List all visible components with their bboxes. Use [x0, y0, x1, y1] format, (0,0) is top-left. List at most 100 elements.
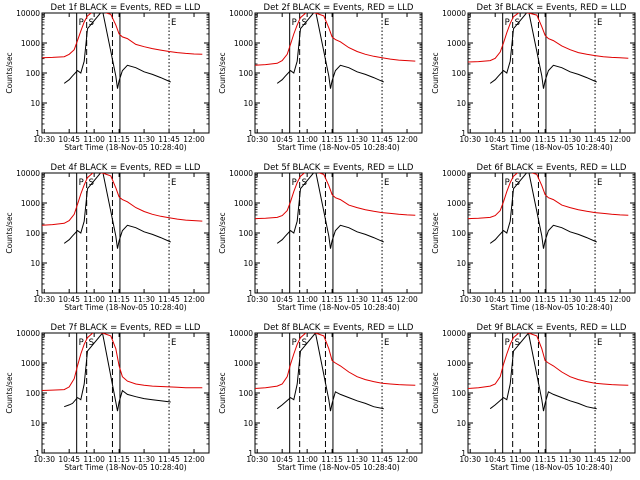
- interval-marker-label: P: [292, 178, 297, 188]
- y-tick-label: 10: [456, 259, 466, 268]
- interval-marker-label: P: [505, 338, 510, 348]
- y-axis-label: Counts/sec: [5, 372, 14, 413]
- panel-title: Det 3f BLACK = Events, RED = LLD: [477, 3, 627, 13]
- panel-4: Det 4f BLACK = Events, RED = LLD 1 10 100 10…: [5, 163, 210, 312]
- panel-title: Det 7f BLACK = Events, RED = LLD: [51, 323, 201, 333]
- lld-series-line: [255, 333, 416, 390]
- y-tick-label: 1000: [447, 39, 466, 48]
- x-tick-label: 11:30: [559, 455, 581, 464]
- plot-frame: [254, 172, 423, 294]
- interval-marker-label: E: [597, 18, 602, 28]
- interval-marker-label: P: [79, 18, 84, 28]
- events-series-line: [276, 173, 384, 249]
- events-series-line: [489, 13, 597, 89]
- y-tick-label: 1000: [21, 39, 40, 48]
- interval-marker-label: P: [79, 178, 84, 188]
- y-tick-label: 100: [239, 389, 254, 398]
- interval-marker-label: E: [171, 338, 176, 348]
- x-tick-label: 11:45: [584, 455, 606, 464]
- x-tick-label: 11:45: [371, 295, 393, 304]
- events-series-line: [489, 333, 597, 412]
- x-tick-label: 12:00: [609, 135, 631, 144]
- y-tick-label: 10: [30, 99, 40, 108]
- x-axis-label: Start Time (18-Nov-05 10:28:40): [490, 143, 612, 152]
- x-tick-label: 12:00: [609, 295, 631, 304]
- x-tick-label: 12:00: [396, 455, 418, 464]
- x-tick-label: 12:00: [396, 135, 418, 144]
- interval-marker-label: P: [79, 338, 84, 348]
- interval-marker-label: E: [597, 178, 602, 188]
- y-tick-label: 1: [461, 289, 466, 298]
- panel-6: Det 6f BLACK = Events, RED = LLD 1 10 100 10…: [431, 163, 636, 312]
- x-tick-label: 11:15: [321, 135, 343, 144]
- y-tick-label: 10: [243, 419, 253, 428]
- x-axis-label: Start Time (18-Nov-05 10:28:40): [64, 303, 186, 312]
- lld-series-line: [468, 333, 629, 390]
- x-tick-label: 10:45: [484, 455, 506, 464]
- x-tick-label: 10:30: [459, 455, 481, 464]
- y-axis-label: Counts/sec: [431, 212, 440, 253]
- y-tick-label: 10000: [229, 9, 253, 18]
- y-tick-label: 1: [35, 449, 40, 458]
- x-tick-label: 11:30: [559, 295, 581, 304]
- x-tick-label: 10:30: [246, 135, 268, 144]
- x-axis-label: Start Time (18-Nov-05 10:28:40): [277, 143, 399, 152]
- y-tick-label: 1000: [21, 359, 40, 368]
- x-tick-label: 10:45: [58, 455, 80, 464]
- interval-marker-label: E: [597, 338, 602, 348]
- panel-title: Det 8f BLACK = Events, RED = LLD: [264, 323, 414, 333]
- panel-title: Det 5f BLACK = Events, RED = LLD: [264, 163, 414, 173]
- x-tick-label: 11:45: [158, 455, 180, 464]
- x-tick-label: 12:00: [183, 135, 205, 144]
- events-series-line: [276, 333, 384, 412]
- x-tick-label: 10:30: [33, 455, 55, 464]
- x-axis-label: Start Time (18-Nov-05 10:28:40): [277, 303, 399, 312]
- y-tick-label: 1000: [21, 199, 40, 208]
- x-tick-label: 10:30: [246, 455, 268, 464]
- y-tick-label: 10000: [442, 9, 466, 18]
- x-tick-label: 11:00: [509, 295, 531, 304]
- x-tick-label: 11:15: [108, 135, 130, 144]
- x-tick-label: 12:00: [183, 455, 205, 464]
- x-tick-label: 11:45: [584, 295, 606, 304]
- y-tick-label: 1000: [234, 359, 253, 368]
- x-tick-label: 11:30: [346, 135, 368, 144]
- plot-frame: [41, 12, 210, 134]
- y-tick-label: 100: [26, 69, 41, 78]
- y-tick-label: 1: [461, 449, 466, 458]
- x-axis-label: Start Time (18-Nov-05 10:28:40): [64, 143, 186, 152]
- x-tick-label: 10:45: [271, 295, 293, 304]
- y-tick-label: 10: [456, 99, 466, 108]
- interval-marker-label: E: [384, 18, 389, 28]
- x-tick-label: 11:00: [83, 135, 105, 144]
- y-tick-label: 1000: [447, 199, 466, 208]
- x-tick-label: 10:45: [484, 295, 506, 304]
- interval-marker-label: S: [89, 178, 94, 188]
- x-tick-label: 10:30: [33, 135, 55, 144]
- y-tick-label: 10000: [442, 169, 466, 178]
- panel-title: Det 6f BLACK = Events, RED = LLD: [477, 163, 627, 173]
- y-tick-label: 1000: [447, 359, 466, 368]
- y-tick-label: 100: [26, 229, 41, 238]
- y-tick-label: 10000: [442, 329, 466, 338]
- x-tick-label: 11:30: [133, 455, 155, 464]
- lld-series-line: [42, 13, 203, 59]
- interval-marker-label: E: [384, 178, 389, 188]
- interval-marker-label: P: [505, 178, 510, 188]
- y-axis-label: Counts/sec: [431, 52, 440, 93]
- y-tick-label: 10000: [16, 9, 40, 18]
- x-tick-label: 12:00: [396, 295, 418, 304]
- x-tick-label: 11:45: [371, 455, 393, 464]
- x-tick-label: 11:15: [534, 455, 556, 464]
- x-tick-label: 11:15: [321, 295, 343, 304]
- panel-2: Det 2f BLACK = Events, RED = LLD 1 10 100 10…: [218, 3, 423, 152]
- interval-marker-label: S: [302, 338, 307, 348]
- y-axis-label: Counts/sec: [5, 52, 14, 93]
- y-tick-label: 10000: [16, 169, 40, 178]
- x-tick-label: 11:00: [509, 455, 531, 464]
- y-tick-label: 1: [461, 129, 466, 138]
- y-tick-label: 10: [30, 259, 40, 268]
- x-tick-label: 11:00: [296, 135, 318, 144]
- x-tick-label: 11:30: [346, 295, 368, 304]
